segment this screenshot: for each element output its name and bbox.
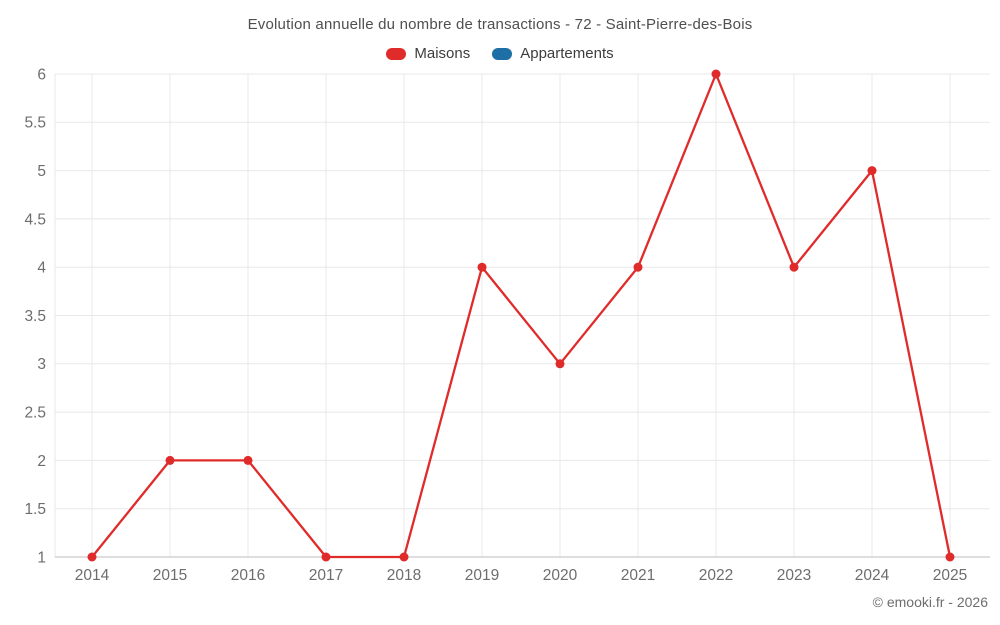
copyright: © emooki.fr - 2026 <box>872 594 988 610</box>
x-axis-labels: 2014 2015 2016 2017 2018 2019 2020 2021 2022 2023… <box>75 567 967 584</box>
data-point[interactable] <box>945 552 955 562</box>
x-tick-label: 2024 <box>855 567 890 584</box>
x-tick-label: 2020 <box>543 567 578 584</box>
series-line <box>90 72 952 559</box>
legend: Maisons Appartements <box>0 45 1000 62</box>
data-point[interactable] <box>87 552 97 562</box>
data-point[interactable] <box>477 262 487 272</box>
data-point[interactable] <box>711 69 721 79</box>
gridlines <box>54 73 990 558</box>
data-point[interactable] <box>399 552 409 562</box>
y-tick-label: 5.5 <box>24 115 46 132</box>
data-point[interactable] <box>165 455 175 465</box>
x-tick-label: 2019 <box>465 567 499 584</box>
x-tick-label: 2015 <box>153 567 187 584</box>
data-point[interactable] <box>321 552 331 562</box>
legend-label-maisons: Maisons <box>414 45 471 62</box>
y-tick-label: 4 <box>37 260 46 277</box>
y-tick-label: 1 <box>37 549 46 566</box>
x-tick-label: 2023 <box>777 567 811 584</box>
data-point[interactable] <box>633 262 643 272</box>
x-tick-label: 2021 <box>621 567 655 584</box>
appartements-swatch-icon <box>492 47 513 60</box>
x-tick-label: 2025 <box>933 567 967 584</box>
chart-title: Evolution annuelle du nombre de transact… <box>247 16 753 33</box>
y-tick-label: 5 <box>37 163 46 180</box>
legend-item-maisons[interactable]: Maisons <box>386 45 470 62</box>
legend-label-appartements: Appartements <box>520 45 614 62</box>
y-tick-label: 6 <box>37 66 46 83</box>
y-tick-label: 1.5 <box>24 501 46 518</box>
y-tick-label: 3.5 <box>24 308 46 325</box>
data-point[interactable] <box>867 166 877 176</box>
x-tick-label: 2016 <box>231 567 265 584</box>
y-tick-label: 2 <box>37 453 46 470</box>
x-tick-label: 2014 <box>75 567 110 584</box>
legend-item-appartements[interactable]: Appartements <box>492 45 614 62</box>
y-axis-labels: 1 1.5 2 2.5 3 3.5 4 4.5 5 5.5 6 <box>24 66 46 566</box>
data-point[interactable] <box>789 262 799 272</box>
series-maisons <box>87 69 955 562</box>
data-point[interactable] <box>243 455 253 465</box>
y-tick-label: 3 <box>37 356 46 373</box>
x-tick-label: 2022 <box>699 567 733 584</box>
y-tick-label: 4.5 <box>24 211 46 228</box>
data-point[interactable] <box>555 359 565 369</box>
maisons-swatch-icon <box>386 47 407 60</box>
x-tick-label: 2017 <box>309 567 343 584</box>
y-tick-label: 2.5 <box>24 405 46 422</box>
x-tick-label: 2018 <box>387 567 421 584</box>
